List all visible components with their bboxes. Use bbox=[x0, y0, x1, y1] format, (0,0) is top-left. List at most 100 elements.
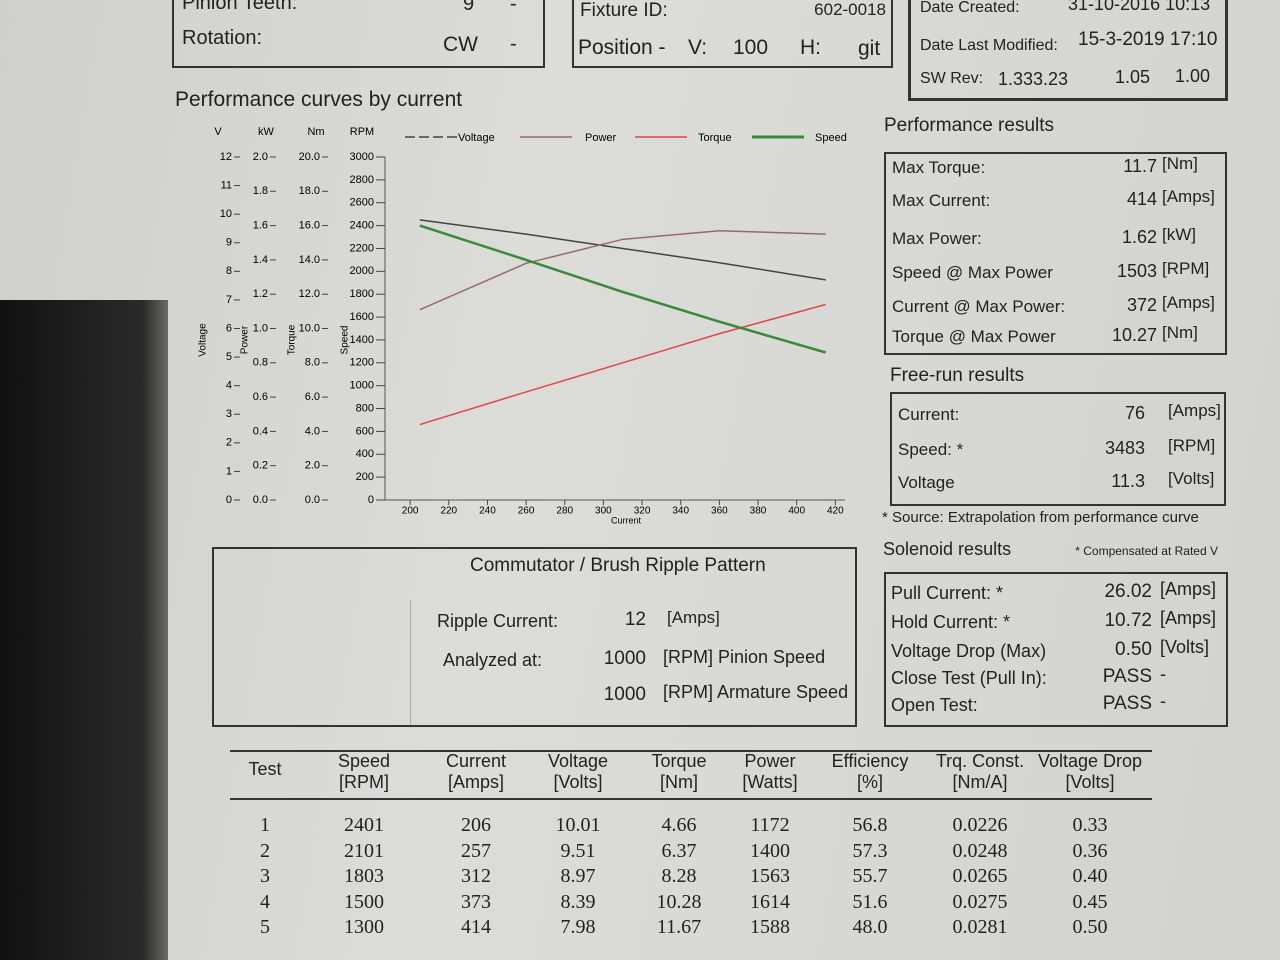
chart-title: Performance curves by current bbox=[175, 88, 463, 111]
text: 1.00 bbox=[1175, 66, 1211, 86]
table-cell: 0.45 bbox=[1072, 890, 1108, 913]
text: 1.62 bbox=[1121, 227, 1157, 247]
text: Voltage Drop (Max) bbox=[891, 641, 1047, 661]
text: [RPM] bbox=[1168, 436, 1216, 455]
table-cell: 11.67 bbox=[656, 916, 702, 938]
y-tick-label: 2800 bbox=[350, 174, 374, 186]
axis-title: Torque bbox=[287, 324, 298, 355]
x-tick-label: 380 bbox=[750, 506, 767, 517]
table-header: Power bbox=[744, 751, 796, 771]
x-tick-label: 360 bbox=[711, 506, 728, 517]
table-cell: 2101 bbox=[344, 839, 384, 862]
header-box bbox=[572, 0, 893, 68]
text: [RPM] bbox=[1162, 259, 1210, 278]
y-tick-label: 200 bbox=[356, 471, 374, 483]
table-cell: 0.0265 bbox=[952, 865, 1008, 887]
y-tick-label: 1400 bbox=[350, 334, 374, 346]
y-tick-label: 0.8 bbox=[253, 357, 268, 369]
text: 76 bbox=[1124, 403, 1145, 423]
y-tick-label: 16.0 bbox=[299, 220, 320, 232]
text: 12 bbox=[624, 609, 646, 630]
table-cell: 0.0248 bbox=[952, 839, 1008, 862]
ripple-box bbox=[212, 547, 857, 727]
y-tick-label: 2400 bbox=[350, 220, 374, 232]
y-tick-label: 0.0 bbox=[305, 494, 320, 506]
table-header: Voltage Drop bbox=[1037, 751, 1143, 771]
text: [kW] bbox=[1162, 225, 1196, 244]
table-cell: 4 bbox=[260, 890, 270, 913]
table-cell: 0.0281 bbox=[952, 916, 1008, 938]
axis-unit: RPM bbox=[350, 126, 374, 138]
legend-label: Voltage bbox=[458, 132, 495, 144]
series-line bbox=[419, 303, 826, 426]
text: H: bbox=[800, 36, 821, 59]
text: Pull Current: * bbox=[891, 583, 1004, 603]
legend-label: Torque bbox=[698, 132, 732, 144]
text: - bbox=[1160, 691, 1166, 711]
text: [Amps] bbox=[1160, 579, 1217, 599]
text: [RPM] Pinion Speed bbox=[663, 647, 826, 667]
axis-unit: Nm bbox=[307, 126, 324, 138]
y-tick-label: 0.6 bbox=[253, 391, 268, 403]
table-cell: 0.36 bbox=[1072, 839, 1108, 862]
table-header: Speed bbox=[337, 751, 391, 771]
legend-label: Power bbox=[585, 132, 617, 144]
y-tick-label: 2.0 bbox=[253, 151, 268, 163]
y-tick-label: 0.4 bbox=[253, 425, 268, 437]
table-cell: 51.6 bbox=[852, 890, 888, 913]
text: Free-run results bbox=[890, 365, 1025, 386]
y-tick-label: 3000 bbox=[350, 151, 374, 163]
table-rule bbox=[230, 798, 1152, 800]
text: Voltage bbox=[898, 473, 955, 492]
y-tick-label: 9 bbox=[226, 237, 232, 249]
text: Commutator / Brush Ripple Pattern bbox=[470, 555, 766, 576]
text: Ripple Current: bbox=[437, 611, 559, 631]
table-header: [Amps] bbox=[447, 772, 505, 792]
text: [Amps] bbox=[1162, 293, 1215, 312]
table-cell: 4.66 bbox=[661, 814, 697, 836]
y-tick-label: 0 bbox=[226, 494, 232, 506]
y-tick-label: 2.0 bbox=[305, 460, 320, 472]
table-cell: 3 bbox=[260, 865, 270, 887]
y-tick-label: 1.2 bbox=[253, 288, 268, 300]
y-tick-label: 0.2 bbox=[253, 460, 268, 472]
table-cell: 5 bbox=[260, 916, 270, 938]
text: 10.72 bbox=[1104, 610, 1152, 631]
table-cell: 57.3 bbox=[852, 839, 888, 862]
text: Rotation: bbox=[182, 27, 263, 49]
table-cell: 6.37 bbox=[661, 839, 697, 862]
results-box bbox=[884, 152, 1227, 355]
table-cell: 48.0 bbox=[852, 916, 888, 938]
table-header: Test bbox=[248, 759, 282, 779]
y-tick-label: 12.0 bbox=[299, 288, 320, 300]
y-tick-label: 4.0 bbox=[305, 425, 320, 437]
y-tick-label: 800 bbox=[356, 402, 374, 414]
y-tick-label: 2600 bbox=[350, 197, 374, 209]
text: 414 bbox=[1126, 189, 1157, 209]
text: * Source: Extrapolation from performance… bbox=[882, 509, 1199, 526]
y-tick-label: 18.0 bbox=[299, 185, 320, 197]
table-cell: 2 bbox=[260, 839, 270, 862]
text: * Compensated at Rated V bbox=[1075, 544, 1218, 558]
text: Current: bbox=[898, 405, 960, 424]
y-tick-label: 1200 bbox=[350, 357, 374, 369]
table-cell: 1563 bbox=[750, 865, 790, 887]
text: V: bbox=[688, 36, 708, 59]
table-cell: 1803 bbox=[344, 865, 384, 887]
text: 1000 bbox=[603, 684, 646, 705]
table-cell: 0.33 bbox=[1072, 814, 1108, 836]
x-tick-label: 200 bbox=[402, 506, 419, 517]
text: Fixture ID: bbox=[580, 0, 668, 21]
y-tick-label: 10 bbox=[220, 208, 232, 220]
x-tick-label: 260 bbox=[518, 506, 535, 517]
text: [Nm] bbox=[1162, 323, 1198, 342]
results-box bbox=[890, 392, 1226, 506]
table-cell: 1614 bbox=[750, 890, 790, 913]
table-cell: 1 bbox=[260, 814, 270, 836]
y-tick-label: 3 bbox=[226, 408, 232, 420]
table-cell: 414 bbox=[461, 916, 491, 938]
table-cell: 10.01 bbox=[555, 814, 601, 836]
text: 26.02 bbox=[1104, 581, 1152, 602]
text: Date Last Modified: bbox=[920, 37, 1058, 54]
